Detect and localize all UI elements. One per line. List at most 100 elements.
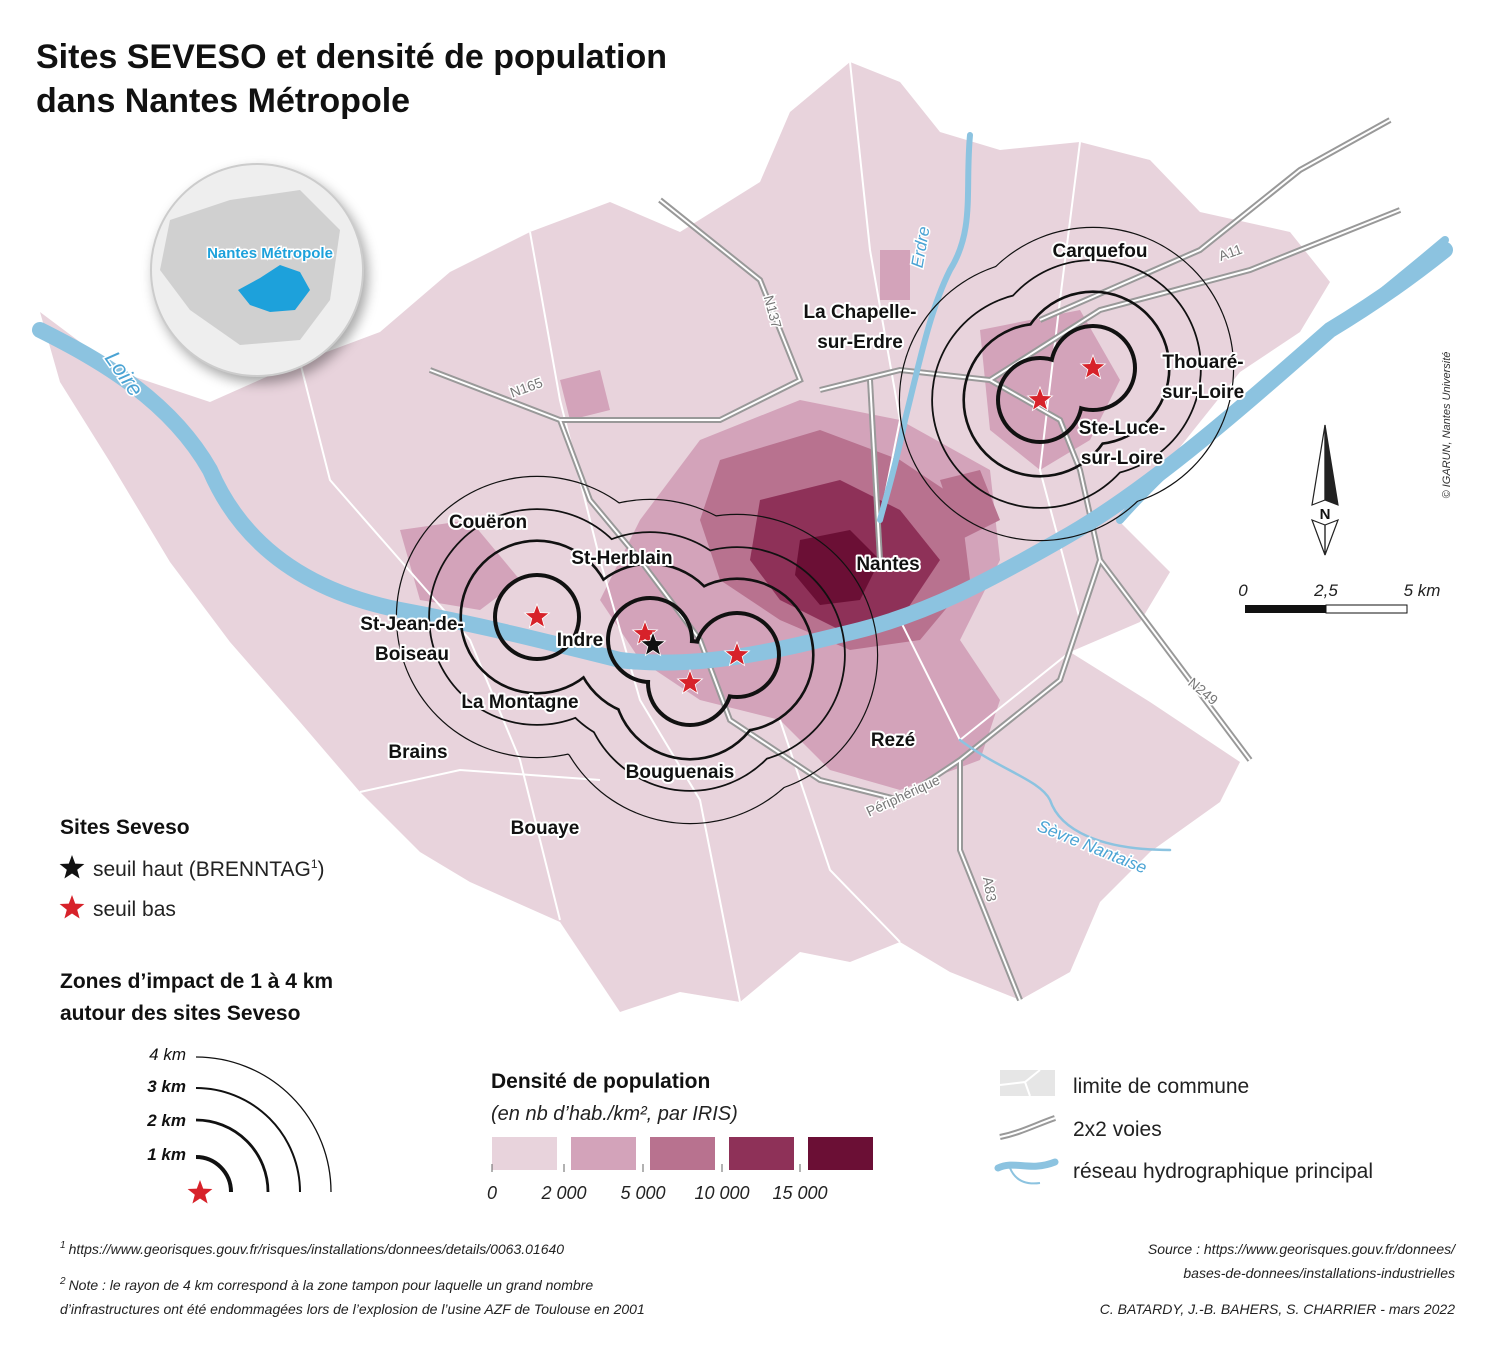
ring-arc <box>951 226 1235 510</box>
commune-label: Brains <box>388 742 447 763</box>
site-star <box>631 619 659 646</box>
ring <box>996 324 1137 444</box>
ring-arc <box>581 574 799 792</box>
commune-label: Bouaye <box>511 818 580 839</box>
road-label: A83 <box>980 875 1000 903</box>
density-class <box>650 1137 715 1170</box>
ring-arc <box>1015 290 1171 446</box>
legend-star <box>59 855 85 879</box>
ring-arc <box>548 541 832 825</box>
site-star <box>676 668 704 695</box>
density-break: 2 000 <box>540 1183 586 1203</box>
copyright: © IGARUN, Nantes Université <box>1441 352 1453 499</box>
commune-label: Bouguenais <box>626 762 735 783</box>
zones-legend-arcs <box>195 1056 332 1193</box>
ring-arc <box>898 258 1182 542</box>
commune-label: St-Herblain <box>571 548 672 569</box>
source: Source : https://www.georisques.gouv.fr/… <box>1148 1241 1457 1257</box>
density-class <box>729 1137 794 1170</box>
footnote: d’infrastructures ont été endommagées lo… <box>60 1301 645 1317</box>
legend-item: seuil haut (BRENNTAG1) <box>93 857 325 881</box>
legend-title: autour des sites Seveso <box>60 1002 300 1025</box>
commune-label: Thouaré- <box>1162 352 1243 373</box>
other-legend-symbols <box>994 1069 1059 1185</box>
scale-label: 5 km <box>1404 581 1441 600</box>
ring-arc <box>996 356 1084 444</box>
commune-label: sur-Loire <box>1081 448 1163 469</box>
commune-label: La Montagne <box>461 692 578 713</box>
footnote: 1 https://www.georisques.gouv.fr/risques/… <box>60 1240 564 1257</box>
commune-label: sur-Erdre <box>817 332 903 353</box>
scale-label: 0 <box>1238 581 1248 600</box>
ring <box>931 259 1202 509</box>
footnote: 2 Note : le rayon de 4 km correspond à la… <box>59 1276 593 1293</box>
ring-arc <box>646 639 734 727</box>
ring-arc <box>395 475 679 759</box>
title-line: dans Nantes Métropole <box>36 82 410 120</box>
commune-label: St-Jean-de- <box>360 614 463 635</box>
ring-arc <box>508 498 792 782</box>
legend-subtitle: (en nb d’hab./km², par IRIS) <box>491 1103 738 1125</box>
footnote-mark: 2 <box>59 1276 66 1287</box>
ring <box>962 290 1171 478</box>
site-star <box>1026 385 1054 412</box>
commune-label: Boiseau <box>375 644 449 665</box>
radius-label: 1 km <box>147 1145 186 1164</box>
density-break: 10 000 <box>694 1183 749 1203</box>
density-class <box>571 1137 636 1170</box>
density-class <box>808 1137 873 1170</box>
radius-label: 2 km <box>146 1111 186 1130</box>
legend-item: limite de commune <box>1073 1075 1249 1098</box>
legend-star <box>187 1180 213 1204</box>
site-star <box>1079 353 1107 380</box>
credits: C. BATARDY, J.-B. BAHERS, S. CHARRIER - … <box>1100 1301 1455 1317</box>
radius-label: 3 km <box>147 1077 186 1096</box>
legend-note: 1 <box>311 857 318 871</box>
ring-arc <box>628 546 846 764</box>
footnote-text: https://www.georisques.gouv.fr/risques/i… <box>69 1241 565 1257</box>
ring-arc <box>1049 324 1137 412</box>
commune-label: Nantes <box>856 554 919 575</box>
radius-label: 4 km <box>149 1045 186 1064</box>
impact-rings <box>395 226 1235 825</box>
scale-label: 2,5 <box>1313 581 1338 600</box>
footnote-text: Note : le rayon de 4 km correspond à la … <box>69 1277 594 1293</box>
title-line: Sites SEVESO et densité de population <box>36 38 667 76</box>
legend-title: Densité de population <box>491 1070 710 1093</box>
legend-star <box>59 895 85 919</box>
north-label: N <box>1320 506 1331 523</box>
legend-text: ) <box>318 858 325 881</box>
legend-title: Sites Seveso <box>60 816 190 839</box>
commune-label: Indre <box>557 630 603 651</box>
density-break: 15 000 <box>772 1183 827 1203</box>
commune-label: Rezé <box>871 730 915 751</box>
ring-arc <box>612 605 768 761</box>
ring-arc <box>931 291 1149 509</box>
ring <box>898 226 1235 542</box>
legend-text: seuil haut (BRENNTAG <box>93 858 311 881</box>
ring-arc <box>962 322 1118 478</box>
scale-bar <box>1245 604 1408 614</box>
ring-arc <box>459 539 615 695</box>
density-class <box>492 1137 557 1170</box>
commune-label: Carquefou <box>1053 241 1148 262</box>
north-arrow <box>1310 424 1340 556</box>
legend-item: seuil bas <box>93 898 176 921</box>
ring-arc <box>595 513 879 797</box>
inset-label: Nantes Métropole <box>207 245 333 262</box>
ring-arc <box>984 259 1202 477</box>
footnote-mark: 1 <box>60 1240 66 1251</box>
legend-item: 2x2 voies <box>1073 1118 1162 1141</box>
site-star <box>639 630 667 657</box>
legend-title: Zones d’impact de 1 à 4 km <box>60 970 333 993</box>
commune-label: La Chapelle- <box>804 302 917 323</box>
seveso-sites <box>523 353 1107 695</box>
legend-item: réseau hydrographique principal <box>1073 1160 1373 1183</box>
source: bases-de-donnees/installations-industrie… <box>1183 1265 1455 1281</box>
site-star <box>523 602 551 629</box>
map-labels: Carquefou La Chapelle-sur-Erdre Thouaré-su… <box>98 223 1246 904</box>
commune-label: Couëron <box>449 512 527 533</box>
density-legend: 0 2 000 5 000 10 000 15 000 <box>487 1137 873 1203</box>
ring <box>395 475 879 825</box>
